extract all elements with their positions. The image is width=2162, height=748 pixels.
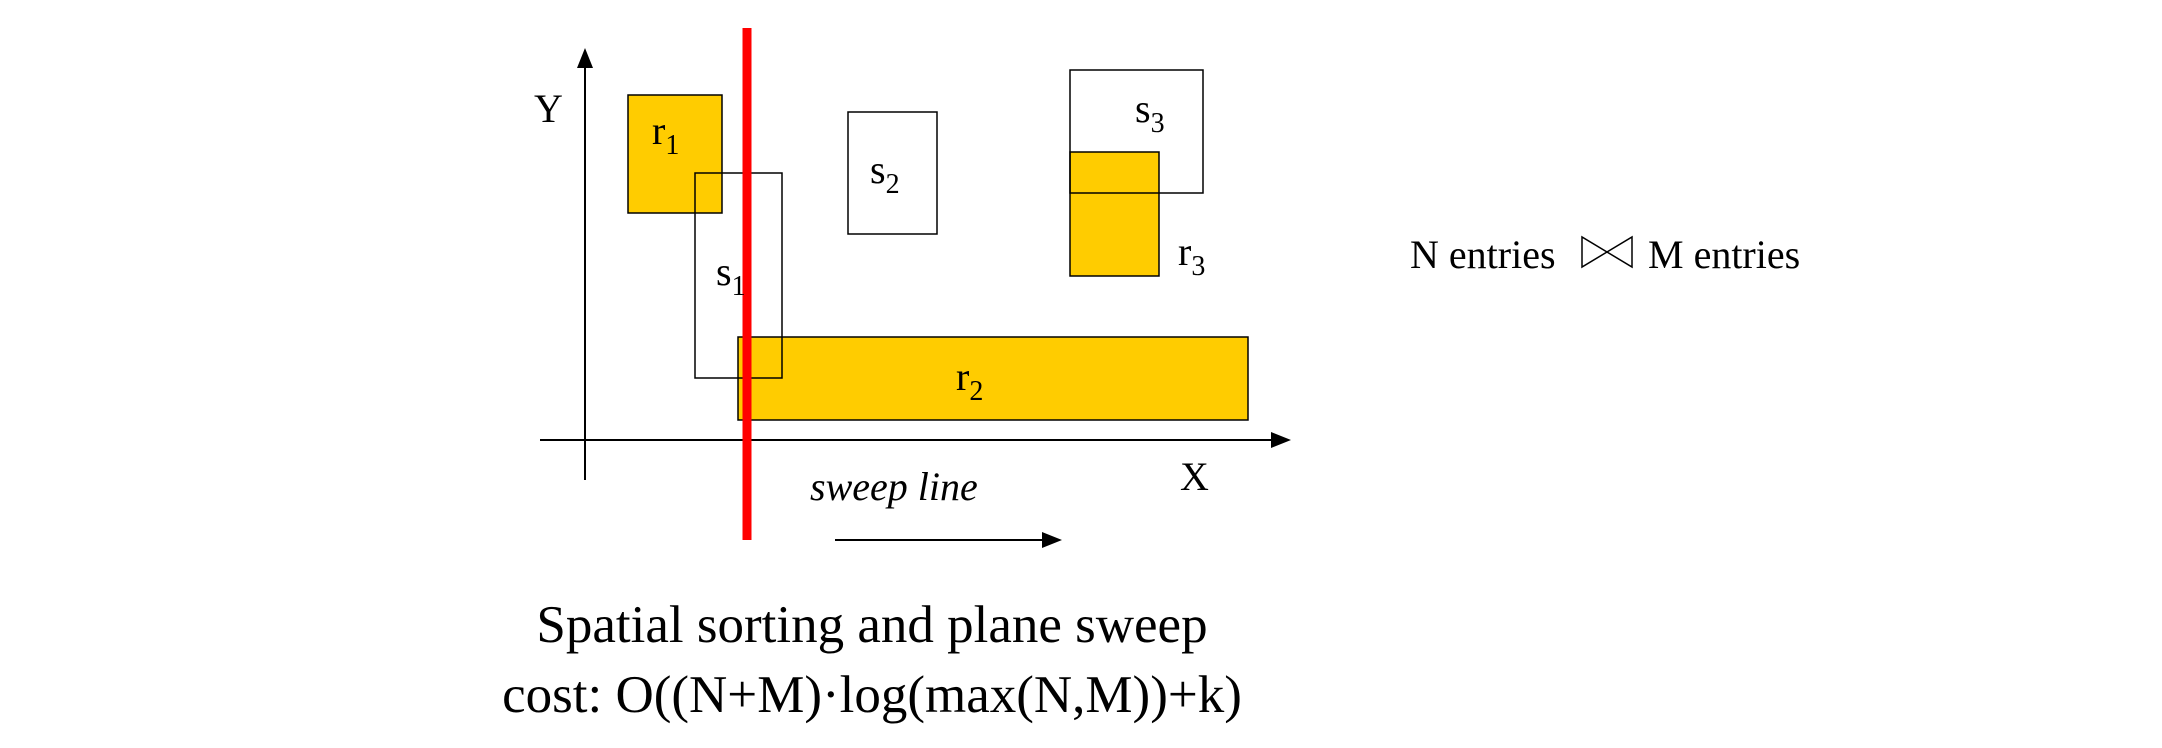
y-axis-arrow-icon — [577, 48, 593, 68]
sweep-direction-arrow-icon — [1042, 532, 1062, 548]
y-axis-label: Y — [534, 86, 563, 131]
caption-line-1: Spatial sorting and plane sweep — [536, 596, 1207, 654]
label-s2: s2 — [870, 147, 900, 200]
join-right-label: M entries — [1648, 232, 1800, 277]
rect-r1 — [627, 94, 723, 214]
rect-s2 — [847, 111, 938, 235]
label-r2: r2 — [956, 354, 983, 407]
label-s3: s3 — [1135, 86, 1165, 139]
sweep-line-label: sweep line — [810, 464, 978, 509]
label-r3: r3 — [1178, 229, 1205, 282]
rect-s1 — [694, 172, 783, 379]
rect-r3 — [1069, 151, 1160, 277]
label-r1: r1 — [652, 108, 679, 161]
join-left-label: N entries — [1410, 232, 1556, 277]
rect-r2 — [737, 336, 1249, 421]
x-axis-arrow-icon — [1271, 432, 1291, 448]
x-axis-label: X — [1180, 454, 1209, 499]
rect-s3 — [1069, 69, 1204, 194]
bowtie-join-icon — [1581, 235, 1633, 269]
caption-line-2: cost: O((N+M)·log(max(N,M))+k) — [502, 666, 1242, 724]
label-s1: s1 — [716, 249, 746, 302]
